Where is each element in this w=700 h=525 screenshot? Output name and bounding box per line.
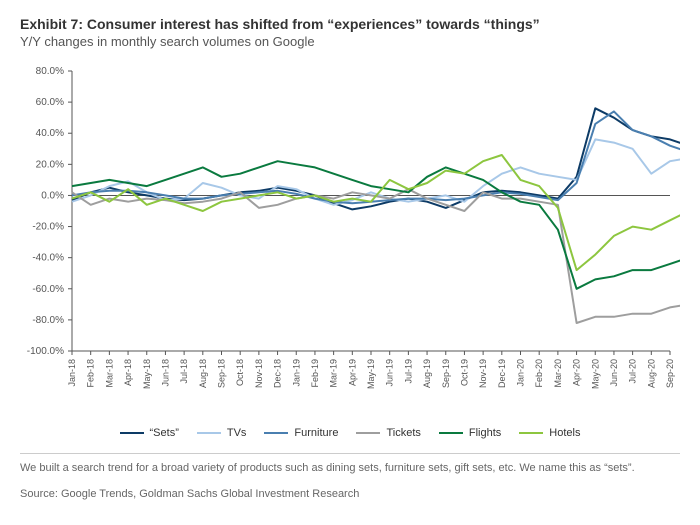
svg-text:May-19: May-19 bbox=[366, 359, 376, 389]
exhibit-subtitle: Y/Y changes in monthly search volumes on… bbox=[20, 34, 680, 49]
svg-text:Jan-20: Jan-20 bbox=[516, 359, 526, 387]
svg-text:Mar-19: Mar-19 bbox=[329, 359, 339, 388]
series-Furniture bbox=[72, 111, 680, 203]
svg-text:Sep-19: Sep-19 bbox=[441, 359, 451, 388]
svg-text:-100.0%: -100.0% bbox=[27, 346, 64, 357]
divider bbox=[20, 453, 680, 454]
line-chart: -100.0% -80.0% -60.0% -40.0% -20.0% 0.0% 20.0%… bbox=[20, 61, 680, 421]
legend-label: Flights bbox=[469, 427, 501, 439]
legend-label: Hotels bbox=[549, 427, 580, 439]
svg-text:60.0%: 60.0% bbox=[36, 97, 64, 108]
svg-text:Apr-18: Apr-18 bbox=[123, 359, 133, 386]
svg-text:Aug-18: Aug-18 bbox=[198, 359, 208, 388]
svg-text:Aug-19: Aug-19 bbox=[422, 359, 432, 388]
svg-text:-40.0%: -40.0% bbox=[32, 253, 64, 264]
svg-text:Nov-18: Nov-18 bbox=[254, 359, 264, 388]
series-Flights bbox=[72, 161, 680, 289]
svg-text:May-20: May-20 bbox=[590, 359, 600, 389]
svg-text:-60.0%: -60.0% bbox=[32, 284, 64, 295]
svg-text:20.0%: 20.0% bbox=[36, 159, 64, 170]
svg-text:Apr-20: Apr-20 bbox=[572, 359, 582, 386]
legend-swatch bbox=[197, 432, 221, 434]
svg-text:Jan-19: Jan-19 bbox=[291, 359, 301, 387]
legend-label: “Sets” bbox=[150, 427, 179, 439]
svg-text:Aug-20: Aug-20 bbox=[646, 359, 656, 388]
svg-text:Mar-18: Mar-18 bbox=[104, 359, 114, 388]
legend-item: TVs bbox=[197, 427, 247, 439]
svg-text:40.0%: 40.0% bbox=[36, 128, 64, 139]
svg-text:Jun-18: Jun-18 bbox=[160, 359, 170, 387]
svg-text:80.0%: 80.0% bbox=[36, 66, 64, 77]
svg-text:Jan-18: Jan-18 bbox=[67, 359, 77, 387]
legend-swatch bbox=[519, 432, 543, 434]
svg-text:Jul-19: Jul-19 bbox=[403, 359, 413, 384]
svg-text:Jun-19: Jun-19 bbox=[385, 359, 395, 387]
svg-text:Feb-19: Feb-19 bbox=[310, 359, 320, 388]
legend-item: Furniture bbox=[264, 427, 338, 439]
svg-text:Apr-19: Apr-19 bbox=[347, 359, 357, 386]
footnote: We built a search trend for a broad vari… bbox=[20, 462, 680, 474]
legend-swatch bbox=[439, 432, 463, 434]
legend-label: Furniture bbox=[294, 427, 338, 439]
svg-text:-80.0%: -80.0% bbox=[32, 315, 64, 326]
svg-text:Jul-18: Jul-18 bbox=[179, 359, 189, 384]
chart-svg: -100.0% -80.0% -60.0% -40.0% -20.0% 0.0% 20.0%… bbox=[20, 61, 680, 421]
legend-swatch bbox=[264, 432, 288, 434]
legend-label: Tickets bbox=[386, 427, 420, 439]
legend-swatch bbox=[356, 432, 380, 434]
source-line: Source: Google Trends, Goldman Sachs Glo… bbox=[20, 488, 680, 500]
chart-legend: “Sets” TVs Furniture Tickets Flights Hotels bbox=[20, 427, 680, 439]
legend-item: Tickets bbox=[356, 427, 420, 439]
legend-item: “Sets” bbox=[120, 427, 179, 439]
series-Tickets bbox=[72, 189, 680, 323]
svg-text:Oct-18: Oct-18 bbox=[235, 359, 245, 386]
svg-text:Feb-20: Feb-20 bbox=[534, 359, 544, 388]
svg-text:Mar-20: Mar-20 bbox=[553, 359, 563, 388]
series-Hotels bbox=[72, 155, 680, 270]
svg-text:Oct-19: Oct-19 bbox=[459, 359, 469, 386]
svg-text:Jul-20: Jul-20 bbox=[628, 359, 638, 384]
svg-text:May-18: May-18 bbox=[142, 359, 152, 389]
svg-text:Jun-20: Jun-20 bbox=[609, 359, 619, 387]
legend-item: Flights bbox=[439, 427, 501, 439]
svg-text:Sep-20: Sep-20 bbox=[665, 359, 675, 388]
legend-swatch bbox=[120, 432, 144, 434]
legend-item: Hotels bbox=[519, 427, 580, 439]
svg-text:Nov-19: Nov-19 bbox=[478, 359, 488, 388]
svg-text:Dec-18: Dec-18 bbox=[273, 359, 283, 388]
svg-text:0.0%: 0.0% bbox=[41, 190, 64, 201]
svg-text:Feb-18: Feb-18 bbox=[86, 359, 96, 388]
svg-text:-20.0%: -20.0% bbox=[32, 222, 64, 233]
legend-label: TVs bbox=[227, 427, 247, 439]
exhibit-title: Exhibit 7: Consumer interest has shifted… bbox=[20, 16, 680, 32]
svg-text:Dec-19: Dec-19 bbox=[497, 359, 507, 388]
svg-text:Sep-18: Sep-18 bbox=[217, 359, 227, 388]
